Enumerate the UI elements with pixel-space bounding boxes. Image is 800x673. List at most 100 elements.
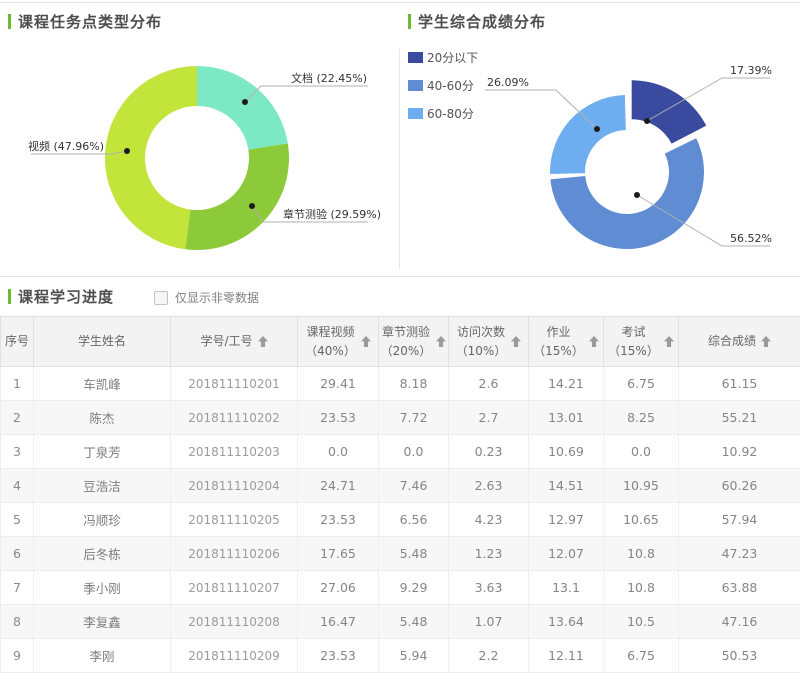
column-header-章节测验[interactable]: 章节测验 （20%） <box>378 316 449 367</box>
column-header-label: 学生姓名 <box>77 334 126 349</box>
cell-quiz: 5.94 <box>378 638 449 673</box>
pie-slice-视频[interactable] <box>104 65 197 250</box>
cell-student-id: 201811110201 <box>170 366 298 401</box>
top-divider <box>0 0 800 3</box>
column-header-label: 访问次数 （10%） <box>455 324 507 358</box>
label-dot <box>124 148 130 154</box>
label-dot <box>634 192 640 198</box>
cell-composite: 60.26 <box>678 468 800 503</box>
pie-slice-文档[interactable] <box>197 66 288 150</box>
cell-visits: 3.63 <box>448 570 529 605</box>
cell-visits: 4.23 <box>448 502 529 537</box>
cell-video: 23.53 <box>297 502 379 537</box>
progress-section-title: 课程学习进度 <box>8 286 114 307</box>
pie-slice-章节测验[interactable] <box>185 143 289 251</box>
sort-arrow-icon[interactable] <box>360 336 371 347</box>
table-row: 8 李复鑫 201811110208 16.47 5.48 1.07 13.64 10.5 47… <box>0 604 800 639</box>
cell-student-id: 201811110206 <box>170 536 298 571</box>
legend-item-60-80分[interactable]: 60-80分 <box>408 103 478 123</box>
cell-video: 27.06 <box>297 570 379 605</box>
cell-composite: 61.15 <box>678 366 800 401</box>
cell-composite: 55.21 <box>678 400 800 435</box>
section-divider <box>0 276 800 277</box>
table-header-row: 序号 学生姓名 学号/工号 课程视频 （40%） 章节测验 （20%） 访问次数 （10%） 作业… <box>0 316 800 367</box>
task-type-panel: 课程任务点类型分布 文档 (22.45%) 章节测验 (29.59%) 视频 (47… <box>0 3 399 276</box>
panel-divider <box>399 49 400 269</box>
legend-label: 60-80分 <box>427 106 474 121</box>
table-row: 6 后冬栋 201811110206 17.65 5.48 1.23 12.07 10.8 47… <box>0 536 800 571</box>
cell-video: 17.65 <box>297 536 379 571</box>
cell-homework: 14.21 <box>528 366 604 401</box>
title-accent-bar <box>8 14 11 29</box>
column-header-学号/工号[interactable]: 学号/工号 <box>170 316 298 367</box>
legend-item-40-60分[interactable]: 40-60分 <box>408 75 478 95</box>
cell-quiz: 9.29 <box>378 570 449 605</box>
nonzero-filter[interactable]: 仅显示非零数据 <box>154 289 259 306</box>
sort-arrow-icon[interactable] <box>257 336 268 347</box>
slice-label-视频: 视频 (47.96%) <box>28 139 104 153</box>
column-header-作业[interactable]: 作业 （15%） <box>528 316 604 367</box>
label-leader-line <box>636 194 770 247</box>
cell-student-id: 201811110208 <box>170 604 298 639</box>
cell-quiz: 0.0 <box>378 434 449 469</box>
cell-student-id: 201811110203 <box>170 434 298 469</box>
cell-student-name: 丁泉芳 <box>33 434 171 469</box>
column-header-label: 序号 <box>4 334 29 349</box>
cell-student-name: 李刚 <box>33 638 171 673</box>
column-header-label: 作业 （15%） <box>533 324 584 358</box>
cell-student-name: 李复鑫 <box>33 604 171 639</box>
column-header-课程视频[interactable]: 课程视频 （40%） <box>297 316 379 367</box>
sort-arrow-icon[interactable] <box>588 336 599 347</box>
legend-swatch <box>408 107 423 119</box>
table-row: 7 季小刚 201811110207 27.06 9.29 3.63 13.1 10.8 63.… <box>0 570 800 605</box>
pie-slice-40-60分[interactable] <box>550 138 705 250</box>
column-header-考试[interactable]: 考试 （15%） <box>603 316 679 367</box>
column-header-综合成绩[interactable]: 综合成绩 <box>678 316 800 367</box>
cell-student-name: 冯顺珍 <box>33 502 171 537</box>
column-header-序号: 序号 <box>0 316 34 367</box>
cell-composite: 47.16 <box>678 604 800 639</box>
score-dist-legend: 20分以下 40-60分 60-80分 <box>408 47 478 131</box>
label-dot <box>242 99 248 105</box>
cell-index: 8 <box>0 604 34 639</box>
cell-student-id: 201811110207 <box>170 570 298 605</box>
column-header-label: 章节测验 （20%） <box>380 324 432 358</box>
table-row: 2 陈杰 201811110202 23.53 7.72 2.7 13.01 8.25 55.2… <box>0 400 800 435</box>
sort-arrow-icon[interactable] <box>436 336 447 347</box>
label-dot <box>594 126 600 132</box>
label-leader-line <box>244 85 368 103</box>
cell-video: 16.47 <box>297 604 379 639</box>
cell-video: 24.71 <box>297 468 379 503</box>
cell-homework: 13.1 <box>528 570 604 605</box>
legend-label: 20分以下 <box>427 50 479 65</box>
column-header-label: 综合成绩 <box>707 334 756 349</box>
table-row: 4 豆浩洁 201811110204 24.71 7.46 2.63 14.51 10.95 6… <box>0 468 800 503</box>
sort-arrow-icon[interactable] <box>663 336 674 347</box>
pie-slice-20分以下[interactable] <box>631 80 707 144</box>
pie-slice-60-80分[interactable] <box>550 95 626 175</box>
cell-video: 29.41 <box>297 366 379 401</box>
sort-arrow-icon[interactable] <box>761 336 771 347</box>
progress-section-header: 课程学习进度 仅显示非零数据 <box>0 277 800 316</box>
label-dot <box>644 118 650 124</box>
cell-quiz: 7.72 <box>378 400 449 435</box>
cell-visits: 1.23 <box>448 536 529 571</box>
cell-exam: 10.65 <box>603 502 679 537</box>
cell-student-name: 季小刚 <box>33 570 171 605</box>
label-leader-line <box>31 150 128 155</box>
cell-video: 23.53 <box>297 638 379 673</box>
nonzero-filter-checkbox[interactable] <box>154 290 168 305</box>
progress-title-text: 课程学习进度 <box>18 288 115 306</box>
cell-quiz: 6.56 <box>378 502 449 537</box>
slice-label-文档: 文档 (22.45%) <box>291 71 367 85</box>
legend-item-20分以下[interactable]: 20分以下 <box>408 47 478 67</box>
slice-label-40-60分: 56.52% <box>730 232 772 245</box>
title-accent-bar <box>8 289 11 304</box>
cell-index: 9 <box>0 638 34 673</box>
cell-exam: 6.75 <box>603 366 679 401</box>
charts-section: 课程任务点类型分布 文档 (22.45%) 章节测验 (29.59%) 视频 (47… <box>0 3 800 276</box>
column-header-访问次数[interactable]: 访问次数 （10%） <box>448 316 529 367</box>
title-accent-bar <box>408 14 411 29</box>
sort-arrow-icon[interactable] <box>511 336 522 347</box>
cell-homework: 12.07 <box>528 536 604 571</box>
